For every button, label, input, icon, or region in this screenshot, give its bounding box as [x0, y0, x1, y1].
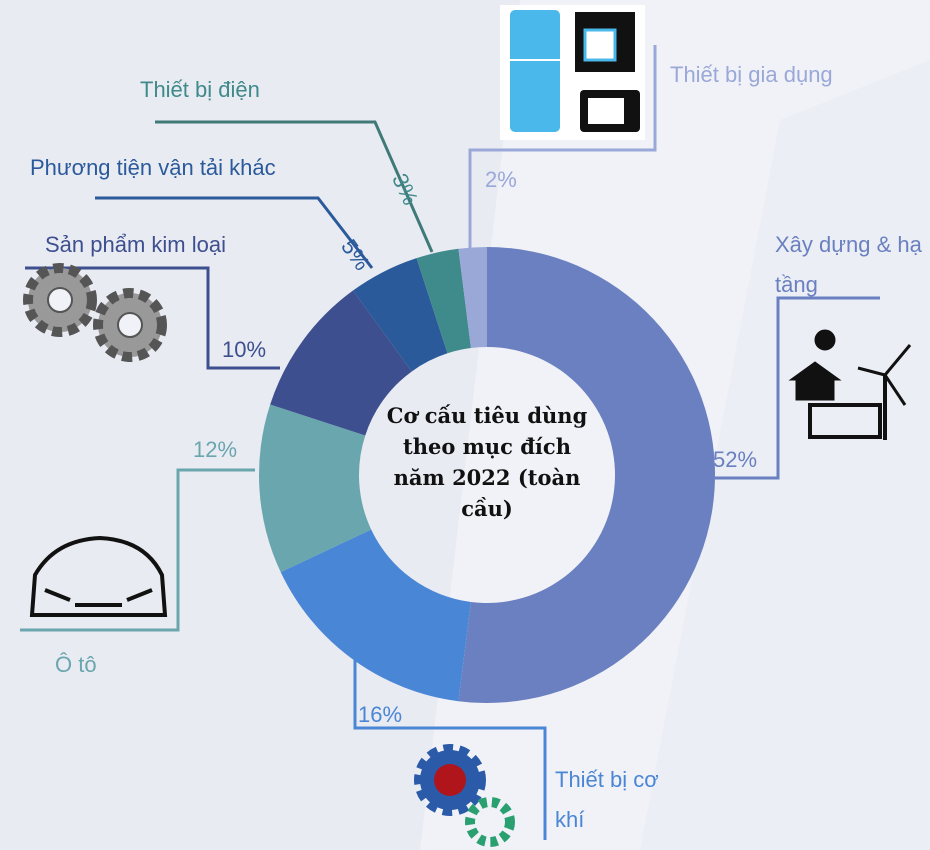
category-label: Sản phẩm kim loại — [45, 225, 345, 265]
percent-label: 2% — [485, 160, 517, 200]
category-label: Thiết bị cơ khí — [555, 760, 665, 840]
percent-label: 52% — [713, 440, 757, 480]
percent-label: 12% — [193, 430, 237, 470]
mechanical-icon — [420, 750, 510, 842]
percent-label: 16% — [358, 695, 402, 735]
infographic: Cơ cấu tiêu dùng theo mục đích năm 2022 … — [0, 0, 930, 850]
category-label: Phương tiện vận tải khác — [30, 148, 390, 188]
appliance-icon — [500, 5, 645, 140]
category-label: Thiết bị điện — [140, 70, 340, 110]
category-label: Ô tô — [55, 645, 255, 685]
category-label: Thiết bị gia dụng — [670, 55, 910, 95]
center-title: Cơ cấu tiêu dùng theo mục đích năm 2022 … — [377, 400, 597, 524]
percent-label: 10% — [222, 330, 266, 370]
category-label: Xây dựng & hạ tầng — [775, 225, 930, 305]
